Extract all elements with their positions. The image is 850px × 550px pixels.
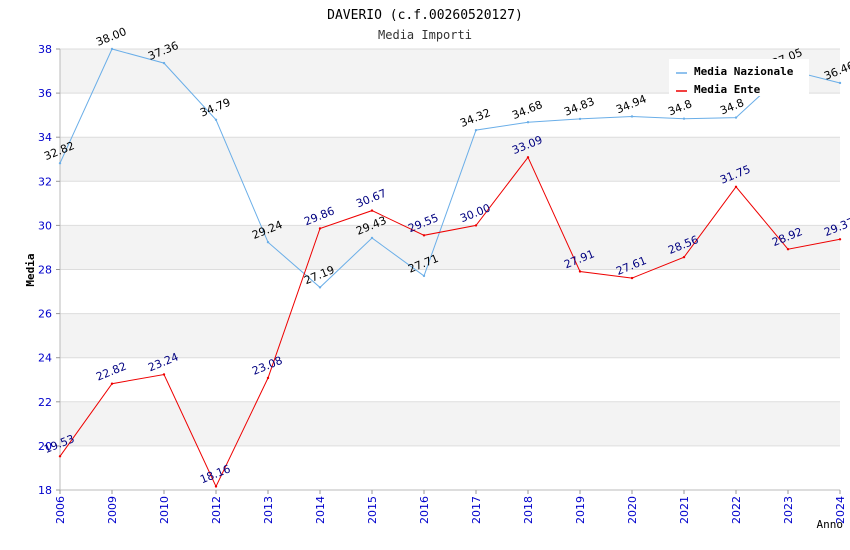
y-axis-label: Media xyxy=(24,253,37,286)
data-point-media-nazionale xyxy=(58,162,62,165)
data-point-media-ente xyxy=(474,224,478,227)
x-tick-label: 2010 xyxy=(158,496,171,524)
data-point-media-nazionale xyxy=(526,121,530,124)
legend-label-media-nazionale: Media Nazionale xyxy=(694,65,794,78)
data-point-media-nazionale xyxy=(578,117,582,121)
data-point-media-nazionale xyxy=(838,81,842,85)
series-line-media-ente xyxy=(59,156,841,488)
data-point-media-nazionale xyxy=(318,286,322,289)
y-tick-label: 22 xyxy=(38,396,52,409)
plot-band-28 xyxy=(60,225,840,270)
x-tick-label: 2024 xyxy=(834,496,847,524)
x-tick-label: 2014 xyxy=(314,496,327,524)
series-line-media-nazionale xyxy=(59,48,841,289)
data-point-media-nazionale xyxy=(110,47,114,51)
x-tick-label: 2018 xyxy=(522,496,535,524)
y-tick-label: 38 xyxy=(38,43,52,56)
x-tick-label: 2021 xyxy=(678,496,691,524)
plot-band-26 xyxy=(60,269,840,314)
y-tick-label: 34 xyxy=(38,131,52,144)
data-point-media-nazionale xyxy=(214,118,218,121)
y-tick-label: 36 xyxy=(38,87,52,100)
legend-box xyxy=(669,59,809,96)
x-tick-label: 2009 xyxy=(106,496,119,524)
x-tick-label: 2022 xyxy=(730,496,743,524)
data-point-media-nazionale xyxy=(734,116,738,119)
data-point-media-ente xyxy=(734,185,738,189)
data-point-media-ente xyxy=(682,255,686,259)
data-point-media-ente xyxy=(578,270,582,273)
legend: Media Nazionale Media Ente xyxy=(669,59,809,96)
y-tick-label: 20 xyxy=(38,440,52,453)
plot-band-22 xyxy=(60,357,840,402)
plot-background-bands xyxy=(60,49,840,490)
x-axis-label: Anno xyxy=(817,518,844,531)
plot-band-18 xyxy=(60,445,840,490)
x-tick-label: 2016 xyxy=(418,496,431,524)
data-point-media-ente xyxy=(58,455,62,458)
y-tick-label: 30 xyxy=(38,219,52,232)
x-axis-ticks: 2006 2009 2010 2012 2013 2014 2015 2016 2017 2018… xyxy=(54,490,847,524)
y-tick-label: 32 xyxy=(38,175,52,188)
data-label-media-nazionale: 38.00 xyxy=(94,25,128,49)
plot-band-32 xyxy=(60,137,840,182)
chart-subtitle: Media Importi xyxy=(378,28,472,42)
data-point-media-ente xyxy=(630,276,634,280)
x-tick-label: 2015 xyxy=(366,496,379,524)
data-point-media-nazionale xyxy=(474,128,478,132)
data-point-media-ente xyxy=(162,373,166,376)
data-point-media-ente xyxy=(214,485,218,488)
y-axis-ticks: 18 20 22 24 26 28 30 32 34 36 38 xyxy=(38,43,60,497)
y-tick-label: 18 xyxy=(38,484,52,497)
y-tick-label: 28 xyxy=(38,264,52,277)
data-point-media-ente xyxy=(422,234,426,237)
data-point-media-ente xyxy=(526,156,530,159)
legend-label-media-ente: Media Ente xyxy=(694,83,761,96)
plot-band-34 xyxy=(60,93,840,138)
x-tick-label: 2020 xyxy=(626,496,639,524)
x-tick-label: 2006 xyxy=(54,496,67,524)
x-tick-label: 2012 xyxy=(210,496,223,524)
data-point-media-nazionale xyxy=(630,115,634,118)
data-point-media-ente xyxy=(318,227,322,230)
data-point-media-nazionale xyxy=(370,236,374,240)
x-tick-label: 2023 xyxy=(782,496,795,524)
data-point-media-nazionale xyxy=(422,274,426,278)
data-point-media-ente xyxy=(370,209,374,212)
chart-title: DAVERIO (c.f.00260520127) xyxy=(327,8,523,23)
data-point-media-nazionale xyxy=(266,240,270,244)
plot-band-24 xyxy=(60,313,840,358)
data-point-media-ente xyxy=(786,248,790,251)
y-tick-label: 26 xyxy=(38,308,52,321)
data-point-media-ente xyxy=(266,376,270,380)
x-tick-label: 2019 xyxy=(574,496,587,524)
x-tick-label: 2017 xyxy=(470,496,483,524)
data-point-media-ente xyxy=(838,238,842,241)
y-tick-label: 24 xyxy=(38,352,52,365)
x-tick-label: 2013 xyxy=(262,496,275,524)
data-point-media-ente xyxy=(110,382,114,385)
data-point-media-nazionale xyxy=(682,117,686,120)
plot-band-20 xyxy=(60,401,840,446)
data-point-media-nazionale xyxy=(162,61,166,65)
